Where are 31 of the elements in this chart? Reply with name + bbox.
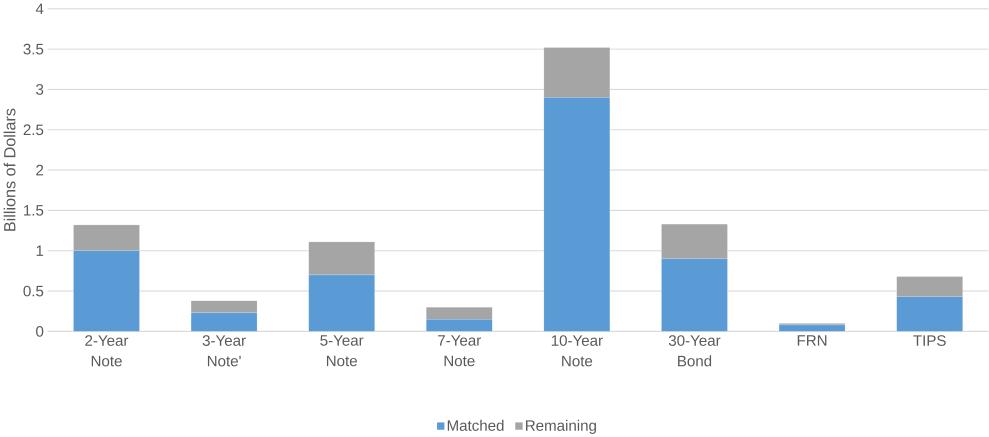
bar bbox=[73, 250, 140, 332]
bar bbox=[190, 312, 258, 332]
y-tick-label: 0 bbox=[36, 326, 44, 337]
legend-label: Remaining bbox=[526, 420, 596, 434]
x-tick-label: 5-Year Note bbox=[320, 335, 364, 366]
bar bbox=[661, 224, 728, 260]
y-tick-label: 4 bbox=[36, 4, 44, 14]
y-tick-label: 3 bbox=[36, 84, 44, 95]
bar bbox=[661, 258, 728, 332]
bar bbox=[308, 242, 375, 276]
y-axis-title: Billions of Dollars bbox=[4, 108, 16, 231]
bar bbox=[426, 319, 492, 332]
y-tick-label: 2 bbox=[36, 164, 44, 176]
x-tick-label: TIPS bbox=[913, 335, 946, 346]
bar bbox=[308, 274, 375, 332]
x-tick-label: 3-Year Note' bbox=[202, 335, 246, 367]
y-tick-label: 2.5 bbox=[24, 124, 44, 136]
x-tick-label: 2-Year Note bbox=[85, 335, 128, 367]
x-tick-label: FRN bbox=[798, 335, 826, 346]
y-tick-label: 3.5 bbox=[23, 44, 44, 55]
x-tick-label: 10-Year Note bbox=[552, 335, 603, 367]
x-tick-label: 7-Year Note bbox=[438, 335, 482, 366]
bar bbox=[426, 307, 492, 320]
bar bbox=[544, 98, 610, 332]
bar bbox=[896, 296, 963, 332]
bar bbox=[190, 300, 258, 314]
y-tick-label: 1.5 bbox=[24, 205, 44, 216]
legend-label: Matched bbox=[448, 420, 504, 432]
y-tick-label: 0.5 bbox=[23, 286, 44, 297]
x-tick-label: 30-Year Bond bbox=[668, 335, 720, 367]
y-tick-label: 1 bbox=[36, 246, 44, 256]
